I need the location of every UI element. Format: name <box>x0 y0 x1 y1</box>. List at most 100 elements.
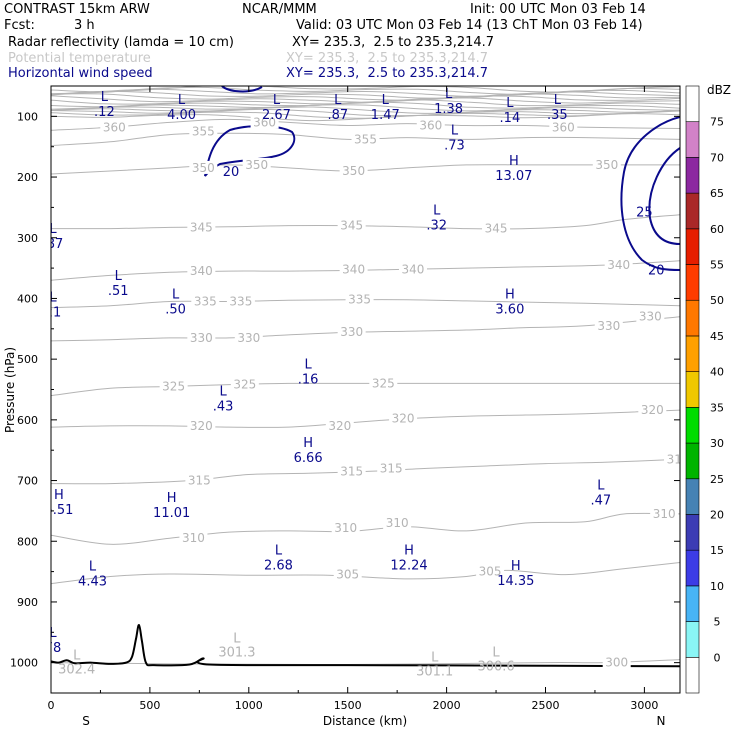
extremum-value: 1.47 <box>371 108 400 123</box>
reflectivity-label-20: 20 <box>648 263 665 278</box>
plot-frame <box>50 85 681 694</box>
theta-extremum-value: 302.4 <box>58 663 95 678</box>
colorbar-swatch <box>685 514 700 551</box>
theta-label: 310 <box>386 516 409 530</box>
theta-label: 335 <box>194 294 217 308</box>
theta-label-bg <box>331 520 360 534</box>
theta-label: 330 <box>190 331 213 345</box>
strat-isentrope <box>51 108 680 117</box>
extremum-value: 12.24 <box>390 559 427 574</box>
theta-label: 355 <box>192 125 215 139</box>
strat-isentrope <box>51 90 680 99</box>
extremum-value: 6.51 <box>44 503 73 518</box>
reflectivity-label-20: 20 <box>223 165 240 180</box>
theta-label-bg <box>592 157 621 171</box>
theta-label: 320 <box>328 419 351 433</box>
theta-label: 340 <box>607 258 630 272</box>
colorbar-level: 70 <box>710 151 724 164</box>
colorbar-level: 10 <box>710 580 724 593</box>
theta-label-bg <box>482 221 511 235</box>
field-reflectivity-xy: XY= 235.3, 2.5 to 235.3,214.7 <box>292 35 495 50</box>
extremum-value: .47 <box>591 494 612 509</box>
extremum-type: L <box>451 124 459 139</box>
y-tick-label: 300 <box>17 232 38 245</box>
theta-label-bg <box>476 564 505 578</box>
theta-label: 340 <box>402 262 425 276</box>
field-reflectivity: Radar reflectivity (lamda = 10 cm) <box>8 35 234 50</box>
theta-extremum-value: 301.1 <box>416 664 453 679</box>
theta-contour-305 <box>51 562 680 585</box>
fcst-value: 3 h <box>74 18 95 33</box>
extremum-value: .87 <box>43 237 64 252</box>
theta-label-bg <box>191 294 220 308</box>
theta-label: 310 <box>653 507 676 521</box>
theta-label: 305 <box>336 568 359 582</box>
extremum-type: L <box>49 222 57 237</box>
colorbar-swatch <box>685 549 700 587</box>
theta-label-bg <box>416 118 445 132</box>
x-tick-label: 1500 <box>334 699 362 712</box>
field-theta-xy: XY= 235.3, 2.5 to 235.3,214.7 <box>286 51 489 66</box>
theta-contour-360 <box>51 118 680 131</box>
colorbar-level: 65 <box>710 187 724 200</box>
extremum-value: .50 <box>165 302 186 317</box>
reflectivity-contour-20-cloud <box>204 125 296 177</box>
theta-label: 330 <box>597 319 620 333</box>
colorbar-level: 0 <box>714 651 721 664</box>
colorbar-level: 60 <box>710 223 724 236</box>
theta-label: 350 <box>342 164 365 178</box>
colorbar-swatch <box>685 371 700 408</box>
theta-contour-345 <box>51 214 680 230</box>
field-wind-xy: XY= 235.3, 2.5 to 235.3,214.7 <box>286 66 489 81</box>
y-tick-label: 900 <box>17 596 38 609</box>
extremum-type: H <box>167 491 177 506</box>
strat-isentrope <box>51 104 680 112</box>
theta-contour-310 <box>51 512 680 545</box>
extremum-value: 3.60 <box>495 302 524 317</box>
strat-isentrope <box>51 88 680 97</box>
theta-label: 330 <box>639 310 662 324</box>
y-tick-label: 800 <box>17 535 38 548</box>
y-tick-label: 700 <box>17 475 38 488</box>
colorbar-level: 20 <box>710 508 724 521</box>
colorbar-level: 25 <box>710 473 724 486</box>
theta-contour-315 <box>51 458 680 485</box>
theta-label: 345 <box>340 219 363 233</box>
extremum-type: H <box>511 559 521 574</box>
extremum-type: L <box>101 90 109 105</box>
extremum-value: 13.07 <box>495 169 532 184</box>
extremum-value: 4.43 <box>78 574 107 589</box>
model-title: CONTRAST 15km ARW <box>4 2 150 17</box>
theta-label: 320 <box>641 403 664 417</box>
theta-label: 340 <box>342 262 365 276</box>
theta-label: 350 <box>245 158 268 172</box>
x-axis-label: Distance (km) <box>323 714 407 728</box>
theta-extremum-value: 301.3 <box>218 646 255 661</box>
theta-label: 330 <box>237 331 260 345</box>
theta-label-bg <box>234 330 263 344</box>
theta-extremum-type: L <box>73 649 81 664</box>
colorbar-level: 45 <box>710 330 724 343</box>
theta-label: 300 <box>605 656 628 670</box>
colorbar-swatch <box>685 299 700 337</box>
y-tick-label: 500 <box>17 353 38 366</box>
theta-label-bg <box>250 115 279 129</box>
theta-label: 315 <box>188 474 211 488</box>
theta-label-bg <box>242 157 271 171</box>
extremum-type: L <box>445 87 453 102</box>
theta-label-bg <box>636 309 665 323</box>
strat-isentrope <box>51 106 680 114</box>
axes: 100 200 300 400 500 600 700 800 900 1000 0 500 1000 1… <box>10 86 680 712</box>
extremum-value: .43 <box>213 400 234 415</box>
theta-label: 315 <box>340 464 363 478</box>
colorbar-swatch <box>685 656 700 694</box>
colorbar-unit: dBZ <box>707 83 731 97</box>
colorbar: 0 5 10 15 20 25 30 35 40 45 50 55 60 65 70 75 <box>685 85 724 694</box>
theta-label-bg <box>187 330 216 344</box>
theta-label-bg <box>383 516 412 530</box>
theta-label-bg <box>339 262 368 276</box>
extremum-type: L <box>115 269 123 284</box>
